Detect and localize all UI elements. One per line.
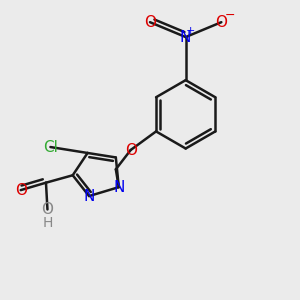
Text: O: O xyxy=(125,142,137,158)
Text: O: O xyxy=(41,202,53,217)
Text: O: O xyxy=(215,15,227,30)
Text: +: + xyxy=(186,26,195,35)
Text: Cl: Cl xyxy=(43,140,58,154)
Text: O: O xyxy=(15,183,27,198)
Text: O: O xyxy=(144,15,156,30)
Text: N: N xyxy=(180,30,191,45)
Text: N: N xyxy=(83,189,95,204)
Text: N: N xyxy=(113,180,124,195)
Text: −: − xyxy=(224,9,235,22)
Text: H: H xyxy=(42,216,52,230)
